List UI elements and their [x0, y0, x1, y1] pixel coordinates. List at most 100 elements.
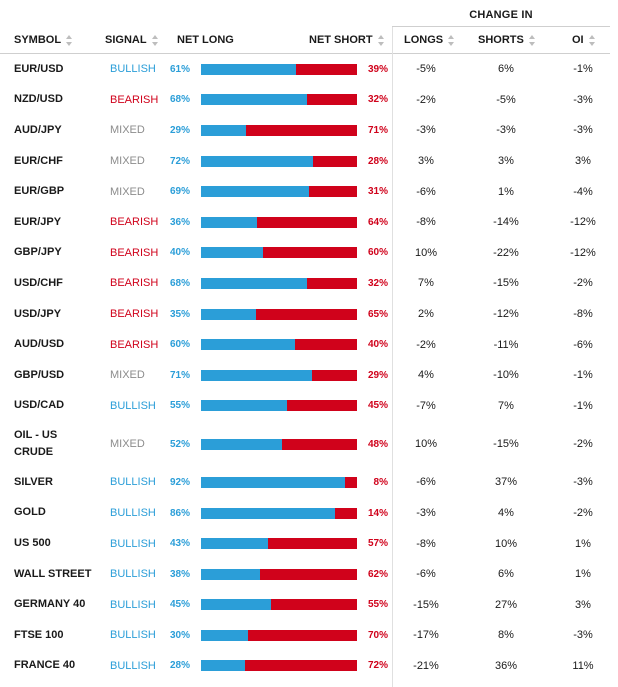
column-header-net-short[interactable]: NET SHORT	[309, 27, 385, 53]
signal-label: BULLISH	[110, 476, 156, 489]
sentiment-bar	[201, 651, 357, 682]
signal-label: MIXED	[110, 185, 145, 198]
net-short-bar	[201, 63, 357, 75]
symbol-link[interactable]: USD/CHF	[14, 276, 63, 289]
table-row[interactable]: USD/CHF BEARISH 68% 32% 7% -15% -2%	[0, 268, 610, 299]
column-header-oi[interactable]: OI	[572, 27, 596, 53]
sentiment-bar	[201, 559, 357, 590]
change-shorts-value: 6%	[498, 568, 514, 581]
table-row[interactable]: USD/CAD BULLISH 55% 45% -7% 7% -1%	[0, 391, 610, 422]
symbol-link[interactable]: USD/JPY	[14, 307, 62, 320]
symbol-link[interactable]: GBP/USD	[14, 368, 65, 381]
table-row[interactable]: OIL - US CRUDE MIXED 52% 48% 10% -15% -2%	[0, 421, 610, 467]
sentiment-bar	[201, 85, 357, 116]
column-label-net-long: NET LONG	[177, 34, 234, 46]
sort-icon[interactable]	[66, 34, 73, 46]
symbol-link[interactable]: OIL - US CRUDE	[14, 429, 58, 459]
table-row[interactable]: US 500 BULLISH 43% 57% -8% 10% 1%	[0, 528, 610, 559]
table-row[interactable]: EUR/USD BULLISH 61% 39% -5% 6% -1%	[0, 54, 610, 85]
symbol-link[interactable]: EUR/CHF	[14, 154, 63, 167]
table-row[interactable]: SILVER BULLISH 92% 8% -6% 37% -3%	[0, 467, 610, 498]
net-short-value: 40%	[367, 339, 388, 351]
sentiment-bar	[201, 115, 357, 146]
table-row[interactable]: AUD/JPY MIXED 29% 71% -3% -3% -3%	[0, 115, 610, 146]
symbol-link[interactable]: FRANCE 40	[14, 659, 76, 672]
table-row[interactable]: USD/JPY BEARISH 35% 65% 2% -12% -8%	[0, 299, 610, 330]
symbol-link[interactable]: AUD/JPY	[14, 123, 62, 136]
symbol-link[interactable]: GOLD	[14, 506, 46, 519]
symbol-link[interactable]: GBP/JPY	[14, 246, 62, 259]
net-short-value: 45%	[367, 400, 388, 412]
change-shorts-value: -3%	[496, 124, 516, 137]
net-long-value: 28%	[170, 660, 191, 672]
symbol-link[interactable]: GERMANY 40	[14, 598, 86, 611]
change-oi-value: -2%	[573, 507, 593, 520]
net-short-bar	[201, 277, 357, 289]
signal-label: BEARISH	[110, 93, 159, 106]
column-header-longs[interactable]: LONGS	[404, 27, 455, 53]
signal-label: BULLISH	[110, 598, 156, 611]
net-short-bar	[201, 568, 357, 580]
table-row[interactable]: EUR/CHF MIXED 72% 28% 3% 3% 3%	[0, 146, 610, 177]
table-row[interactable]: GBP/USD MIXED 71% 29% 4% -10% -1%	[0, 360, 610, 391]
column-divider	[392, 27, 393, 687]
change-oi-value: 3%	[575, 155, 591, 168]
sort-icon[interactable]	[448, 34, 455, 46]
table-row[interactable]: WALL STREET BULLISH 38% 62% -6% 6% 1%	[0, 559, 610, 590]
change-longs-value: -17%	[413, 629, 439, 642]
table-row[interactable]: AUD/USD BEARISH 60% 40% -2% -11% -6%	[0, 329, 610, 360]
net-long-bar	[201, 94, 308, 106]
table-row[interactable]: NZD/USD BEARISH 68% 32% -2% -5% -3%	[0, 85, 610, 116]
symbol-link[interactable]: US 500	[14, 537, 51, 550]
column-header-symbol[interactable]: SYMBOL	[14, 27, 73, 53]
symbol-link[interactable]: WALL STREET	[14, 567, 92, 580]
net-long-value: 92%	[170, 476, 191, 488]
sentiment-bar	[201, 207, 357, 238]
net-long-bar	[201, 568, 261, 580]
column-header-net-long[interactable]: NET LONG	[177, 27, 234, 53]
net-long-bar	[201, 155, 314, 167]
change-shorts-value: 3%	[498, 155, 514, 168]
symbol-link[interactable]: AUD/USD	[14, 338, 65, 351]
net-short-value: 57%	[367, 538, 388, 550]
table-row[interactable]: EUR/GBP MIXED 69% 31% -6% 1% -4%	[0, 176, 610, 207]
net-short-bar	[201, 369, 357, 381]
sort-icon[interactable]	[377, 34, 385, 46]
table-row[interactable]: GERMANY 40 BULLISH 45% 55% -15% 27% 3%	[0, 590, 610, 621]
symbol-link[interactable]: EUR/JPY	[14, 215, 62, 228]
symbol-link[interactable]: NZD/USD	[14, 93, 63, 106]
net-short-bar	[201, 124, 357, 136]
sort-icon[interactable]	[151, 34, 159, 46]
change-shorts-value: 27%	[494, 598, 518, 611]
sentiment-bar	[201, 360, 357, 391]
table-row[interactable]: GBP/JPY BEARISH 40% 60% 10% -22% -12%	[0, 238, 610, 269]
net-long-bar	[201, 438, 283, 450]
net-short-bar	[201, 507, 357, 519]
symbol-link[interactable]: SILVER	[14, 475, 53, 488]
signal-label: BULLISH	[110, 537, 156, 550]
sort-icon[interactable]	[588, 34, 596, 46]
symbol-link[interactable]: EUR/GBP	[14, 185, 65, 198]
table-row[interactable]: FTSE 100 BULLISH 30% 70% -17% 8% -3%	[0, 620, 610, 651]
table-row[interactable]: GOLD BULLISH 86% 14% -3% 4% -2%	[0, 498, 610, 529]
signal-label: MIXED	[110, 124, 145, 137]
symbol-link[interactable]: FTSE 100	[14, 628, 64, 641]
signal-label: BEARISH	[110, 246, 159, 259]
symbol-link[interactable]: USD/CAD	[14, 399, 65, 412]
column-header-shorts[interactable]: SHORTS	[478, 27, 536, 53]
sort-icon[interactable]	[528, 34, 536, 46]
change-oi-value: -2%	[573, 438, 593, 451]
net-long-bar	[201, 216, 258, 228]
net-short-bar	[201, 629, 357, 641]
change-oi-value: -12%	[570, 246, 596, 259]
net-short-value: 32%	[367, 94, 388, 106]
table-row[interactable]: EUR/JPY BEARISH 36% 64% -8% -14% -12%	[0, 207, 610, 238]
net-long-value: 35%	[170, 308, 191, 320]
net-long-bar	[201, 186, 309, 198]
table-row[interactable]: FRANCE 40 BULLISH 28% 72% -21% 36% 11%	[0, 651, 610, 682]
change-oi-value: 11%	[572, 659, 594, 672]
signal-label: MIXED	[110, 155, 145, 168]
net-short-value: 29%	[367, 369, 388, 381]
column-header-signal[interactable]: SIGNAL	[105, 27, 159, 53]
symbol-link[interactable]: EUR/USD	[14, 62, 64, 75]
